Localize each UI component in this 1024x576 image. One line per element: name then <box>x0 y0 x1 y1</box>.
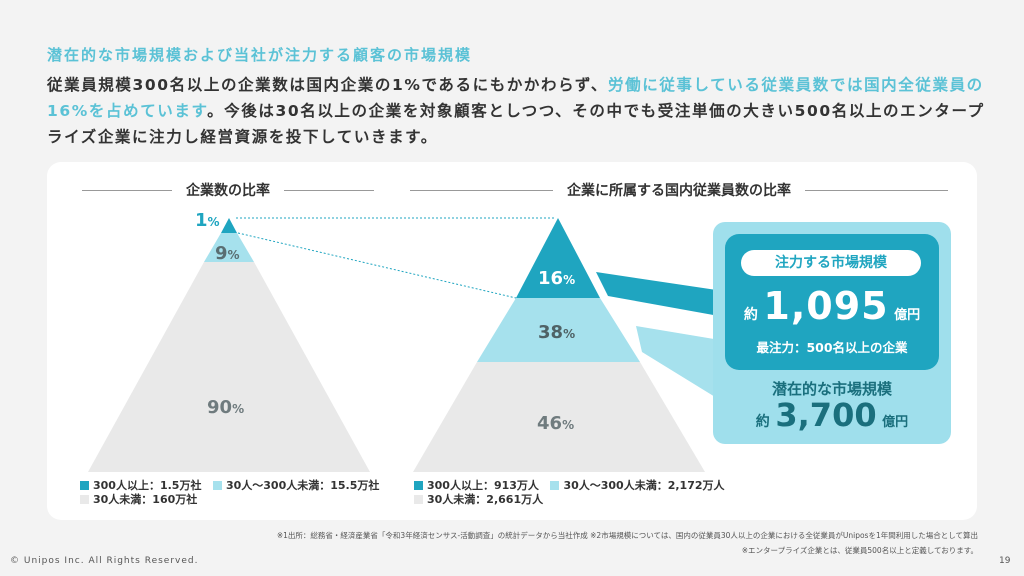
left-gray-segment <box>88 262 370 472</box>
legend-item: 30人未満：160万社 <box>80 493 197 506</box>
right-pct-2: 38% <box>538 322 576 343</box>
lead-text: 従業員規模300名以上の企業数は国内企業の1%であるにもかかわらず、労働に従事し… <box>47 72 987 150</box>
right-title-text: 企業に所属する国内従業員数の比率 <box>567 183 791 199</box>
left-pct-2: 9% <box>215 243 240 264</box>
footnote-2: ※エンタープライズ企業とは、従業員500名以上と定義しております。 <box>741 546 978 555</box>
focus-market-label: 注力する市場規模 <box>741 250 921 276</box>
potential-market-label: 潜在的な市場規模 <box>771 380 892 398</box>
slide-subtitle: 潜在的な市場規模および当社が注力する顧客の市場規模 <box>47 46 473 64</box>
legend-item: 300人以上：913万人 <box>414 479 539 492</box>
left-pct-3: 90% <box>207 397 245 418</box>
lead-part3: 。今後は30名以上の企業を対象顧客としつつ、その中でも受注単価の大きい500名以… <box>47 102 985 146</box>
left-dark-segment <box>221 218 237 233</box>
legend-item: 30人〜300人未満：15.5万社 <box>212 479 379 492</box>
left-title-text: 企業数の比率 <box>186 183 270 199</box>
left-light-segment <box>204 233 254 262</box>
left-pyramid-title: 企業数の比率 <box>82 180 374 200</box>
left-legend: 300人以上：1.5万社 30人〜300人未満：15.5万社 30人未満：160… <box>80 479 379 507</box>
right-pct-1: 16% <box>538 268 576 289</box>
right-pyramid-title: 企業に所属する国内従業員数の比率 <box>410 180 948 200</box>
callout-wedge-light <box>636 326 720 400</box>
left-pct-1: 1% <box>195 210 220 231</box>
right-gray-segment <box>413 362 705 472</box>
legend-item: 30人未満：2,661万人 <box>414 493 543 506</box>
lead-part1: 従業員規模300名以上の企業数は国内企業の1%であるにもかかわらず、 <box>47 76 609 94</box>
focus-market-note: 最注力：500名以上の企業 <box>756 340 908 355</box>
connector-dotted-bottom <box>237 232 517 299</box>
copyright: © Unipos Inc. All Rights Reserved. <box>10 556 199 566</box>
legend-item: 300人以上：1.5万社 <box>80 479 201 492</box>
right-legend: 300人以上：913万人 30人〜300人未満：2,172万人 30人未満：2,… <box>414 479 725 507</box>
focus-market-value: 約 1,095 億円 <box>743 284 921 328</box>
footnote-1: ※1出所：総務省・経済産業省「令和3年経済センサス-活動調査」の統計データから当… <box>276 531 978 540</box>
lead-highlight: 労働に従事している従業員数では国内全従業員の16%を占めています <box>47 76 984 120</box>
callout-wedge-dark <box>596 272 730 318</box>
legend-item: 30人〜300人未満：2,172万人 <box>550 479 725 492</box>
potential-market-value: 約 3,700 億円 <box>755 396 909 434</box>
right-pct-3: 46% <box>537 413 575 434</box>
right-dark-segment <box>516 218 600 298</box>
page-number: 19 <box>999 556 1011 566</box>
right-light-segment <box>477 298 640 362</box>
